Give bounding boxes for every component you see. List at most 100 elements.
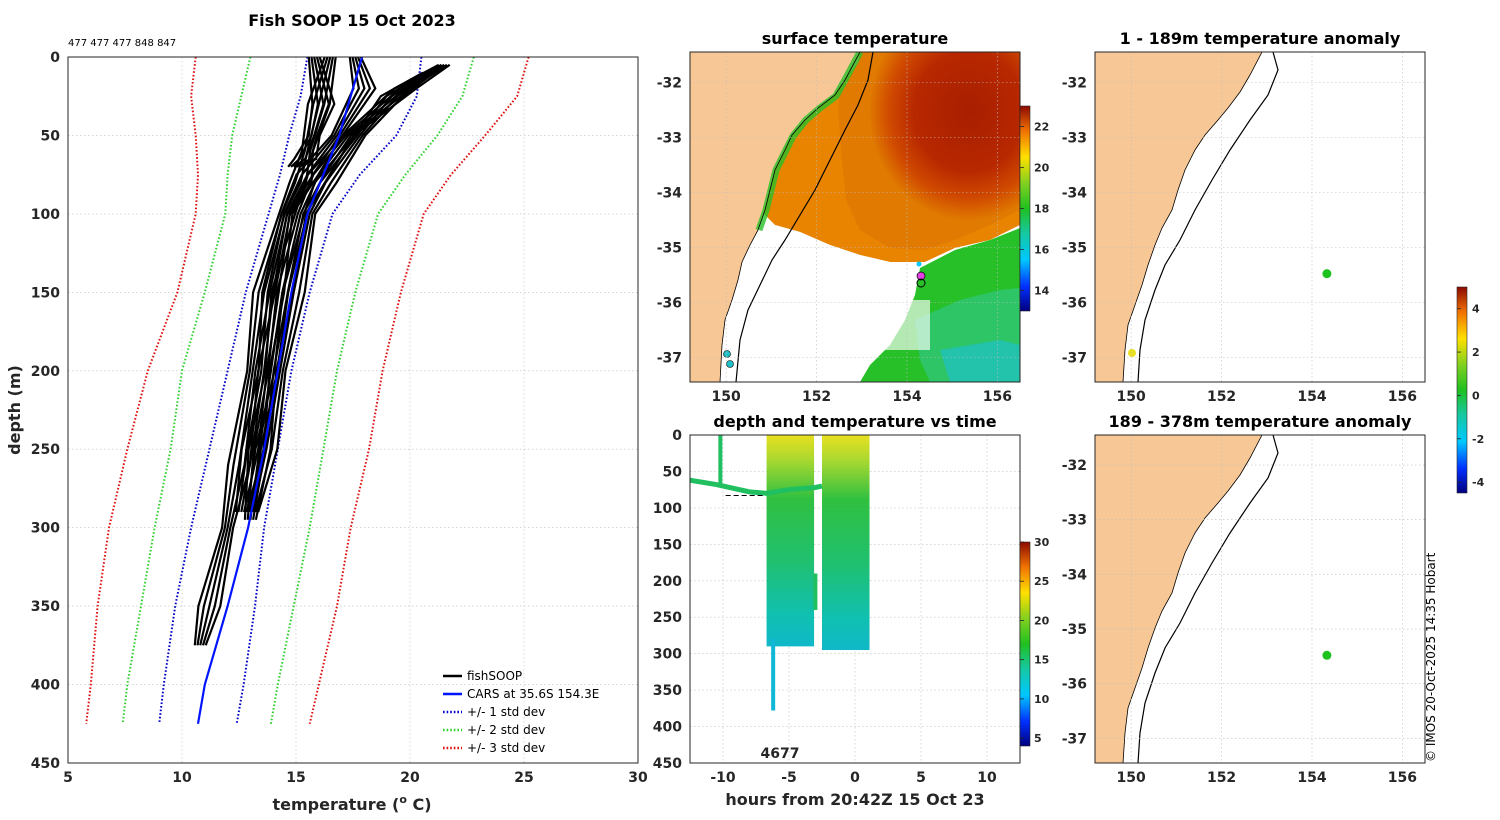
profile-stddev-line xyxy=(121,56,252,724)
profile-stddev-line xyxy=(158,56,309,724)
profile-stddev-line xyxy=(269,56,475,724)
time-section-xtick-label: -5 xyxy=(781,770,797,786)
profile-fishsoop-line xyxy=(298,56,336,168)
colorbar-tick-label: 14 xyxy=(1034,285,1050,298)
sst-isobath xyxy=(735,52,874,382)
time-section-annotation: 4677 xyxy=(761,746,800,762)
time-section-ytick-label: 100 xyxy=(653,501,682,517)
colorbar-tick-label: -4 xyxy=(1472,476,1485,489)
sst-coastline xyxy=(719,52,861,382)
colorbar-tick-label: 15 xyxy=(1034,654,1049,667)
sst-xtick-label: 152 xyxy=(802,389,831,405)
sst-ytick-label: -37 xyxy=(657,350,682,366)
profile-legend: fishSOOP CARS at 35.6S 154.3E +/- 1 std de… xyxy=(443,669,599,755)
profile-ytick-label: 50 xyxy=(41,128,61,144)
anomaly-lower-xtick-label: 150 xyxy=(1117,770,1146,786)
profile-fishsoop-line xyxy=(290,56,320,168)
colorbar-tick-label: -2 xyxy=(1472,433,1484,446)
profile-ytick-label: 0 xyxy=(50,50,60,66)
profile-xlabel: temperature (o C) xyxy=(272,793,431,814)
profile-fishsoop-line xyxy=(287,56,314,168)
anomaly-lower-xtick-label: 156 xyxy=(1388,770,1417,786)
anomaly-lower-land xyxy=(1095,435,1262,763)
sst-xtick-label: 156 xyxy=(983,389,1012,405)
time-section-title: depth and temperature vs time xyxy=(713,412,996,431)
time-section-colorbar-ticks: 5 10 15 20 25 30 xyxy=(1020,536,1050,745)
anomaly-lower-ytick-label: -32 xyxy=(1062,458,1087,474)
anomaly-lower-ytick-label: -37 xyxy=(1062,731,1087,747)
profile-xtick-label: 30 xyxy=(628,770,648,786)
legend-label: +/- 3 std dev xyxy=(467,741,545,755)
colorbar-tick-label: 5 xyxy=(1034,732,1042,745)
time-section-profile-band xyxy=(822,435,870,651)
sst-obs-point xyxy=(916,261,922,267)
anomaly-lower-ytick-label: -35 xyxy=(1062,622,1087,638)
profile-stddev-line xyxy=(308,56,530,725)
anomaly-colorbar xyxy=(1456,286,1468,494)
profile-cars-line xyxy=(196,56,364,724)
anomaly-lower-title: 189 - 378m temperature anomaly xyxy=(1109,412,1412,431)
anomaly-colorbar-ticks: 4 2 0 -2 -4 xyxy=(1457,303,1485,489)
anomaly-upper-ytick-label: -36 xyxy=(1062,295,1087,311)
profile-fishsoop-line xyxy=(254,71,432,513)
profile-chart: Fish SOOP 15 Oct 2023 477 477 477 848 84… xyxy=(5,11,648,814)
anomaly-upper-xtick-label: 154 xyxy=(1297,389,1326,405)
profile-xtick-label: 25 xyxy=(514,770,533,786)
time-section-ytick-label: 50 xyxy=(663,464,683,480)
profile-fishsoop-line xyxy=(246,63,443,520)
profile-stddev-line xyxy=(85,56,200,724)
anomaly-upper-isobath xyxy=(1137,52,1279,382)
sst-cloud-patch xyxy=(860,300,930,350)
profile-series xyxy=(85,56,530,725)
sst-xtick-label: 150 xyxy=(712,389,741,405)
sst-colorbar-ticks: 14 16 18 20 22 xyxy=(1020,121,1050,298)
colorbar-tick-label: 16 xyxy=(1034,244,1050,257)
anomaly-lower-point xyxy=(1322,650,1332,660)
profile-fishsoop-line xyxy=(246,71,424,513)
profile-header-note: 477 477 477 848 847 xyxy=(68,38,176,49)
time-section-xtick-label: -10 xyxy=(710,770,736,786)
time-section-ytick-label: 150 xyxy=(653,537,682,553)
colorbar-tick-label: 2 xyxy=(1472,346,1480,359)
profile-ytick-label: 450 xyxy=(31,756,60,772)
anomaly-upper-ytick-label: -37 xyxy=(1062,350,1087,366)
legend-label: CARS at 35.6S 154.3E xyxy=(467,687,599,701)
profile-xtick-label: 10 xyxy=(172,770,192,786)
time-section-ytick-label: 300 xyxy=(653,647,682,663)
anomaly-lower-ticks: 150 152 154 156 -32 -33 -34 -35 -36 -37 xyxy=(1062,458,1417,786)
sst-ytick-label: -32 xyxy=(657,75,682,91)
profile-fishsoop-line xyxy=(204,56,337,646)
anomaly-lower-ytick-label: -33 xyxy=(1062,513,1087,529)
profile-fishsoop-line xyxy=(193,56,326,646)
time-section-ytick-label: 450 xyxy=(653,756,682,772)
profile-ytick-label: 350 xyxy=(31,599,60,615)
anomaly-upper-port-marker xyxy=(1128,349,1136,357)
sst-title: surface temperature xyxy=(762,29,949,48)
time-section-xlabel: hours from 20:42Z 15 Oct 23 xyxy=(725,790,984,809)
time-section-xtick-label: 10 xyxy=(977,770,997,786)
sst-warm-current xyxy=(838,52,1020,250)
colorbar-tick-label: 10 xyxy=(1034,693,1050,706)
anomaly-lower-xtick-label: 154 xyxy=(1297,770,1326,786)
legend-label: +/- 2 std dev xyxy=(467,723,545,737)
sst-vessel-marker xyxy=(916,271,926,281)
sst-grid xyxy=(690,52,1020,382)
time-section-xtick-label: 0 xyxy=(850,770,860,786)
colorbar-tick-label: 22 xyxy=(1034,121,1049,134)
time-section-ytick-label: 250 xyxy=(653,610,682,626)
colorbar-tick-label: 20 xyxy=(1034,162,1050,175)
anomaly-upper-coastline xyxy=(1122,52,1263,382)
sst-xtick-label: 154 xyxy=(892,389,921,405)
profile-ytick-label: 300 xyxy=(31,521,60,537)
anomaly-lower-isobath xyxy=(1137,435,1279,763)
profile-axes-box xyxy=(67,56,639,764)
profile-grid xyxy=(67,56,639,764)
colorbar-tick-label: 20 xyxy=(1034,614,1050,627)
time-section-colorbar xyxy=(1019,541,1031,747)
sst-ticks: 150 152 154 156 -32 -33 -34 -35 -36 -37 xyxy=(657,75,1012,405)
anomaly-upper-grid xyxy=(1095,52,1425,382)
anomaly-upper-xtick-label: 156 xyxy=(1388,389,1417,405)
time-section-ytick-label: 200 xyxy=(653,574,682,590)
